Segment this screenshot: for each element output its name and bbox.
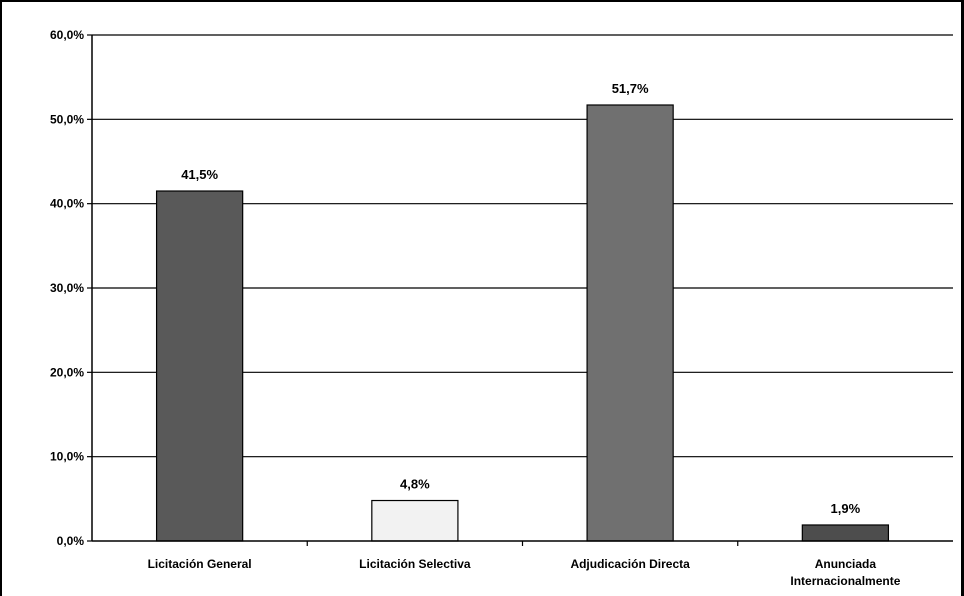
bar-0	[155, 190, 244, 542]
data-labels: 41,5% 4,8% 51,7% 1,9%	[181, 81, 860, 516]
axes	[91, 35, 953, 542]
y-tick-label-3: 30,0%	[50, 281, 84, 295]
y-tick-label-6: 60,0%	[50, 28, 84, 42]
y-tick-labels: 0,0% 10,0% 20,0% 30,0% 40,0% 50,0% 60,0%	[50, 28, 84, 548]
bar-2	[586, 104, 674, 542]
x-tick-labels: Licitación General Licitación Selectiva Ad…	[148, 557, 901, 588]
category-label-1: Licitación Selectiva	[359, 557, 471, 571]
data-label-1: 4,8%	[400, 477, 430, 492]
y-tick-label-5: 50,0%	[50, 112, 84, 126]
category-label-0: Licitación General	[148, 557, 252, 571]
bar-1	[371, 499, 459, 542]
bars	[155, 104, 890, 546]
y-tick-label-1: 10,0%	[50, 450, 84, 464]
category-label-3-line-1: Internacionalmente	[790, 574, 900, 588]
data-label-0: 41,5%	[181, 167, 218, 182]
y-tick-label-0: 0,0%	[57, 534, 85, 548]
bar-3	[801, 524, 890, 542]
category-label-2: Adjudicación Directa	[570, 557, 690, 571]
data-label-2: 51,7%	[612, 81, 649, 96]
data-label-3: 1,9%	[831, 501, 861, 516]
y-tick-label-4: 40,0%	[50, 197, 84, 211]
y-tick-label-2: 20,0%	[50, 365, 84, 379]
category-label-3-line-0: Anunciada	[815, 557, 877, 571]
